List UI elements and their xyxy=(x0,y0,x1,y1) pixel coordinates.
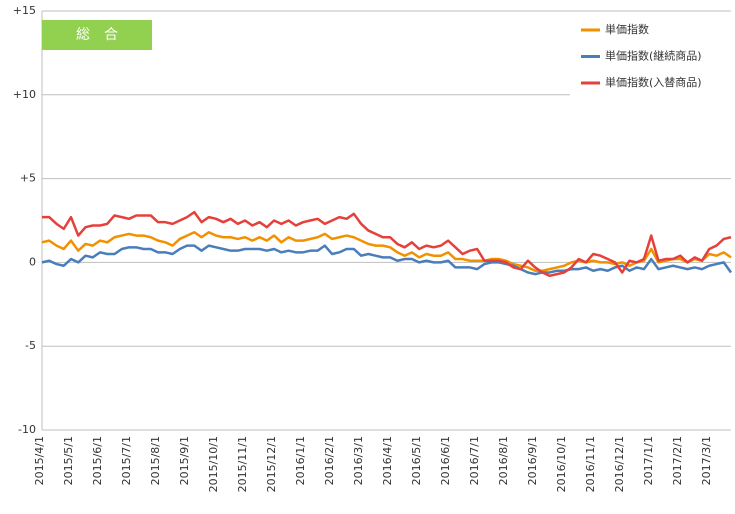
x-tick-label: 2017/3/1 xyxy=(700,436,713,485)
x-tick-label: 2016/9/1 xyxy=(526,436,539,485)
y-tick-label: 0 xyxy=(29,255,36,268)
x-tick-label: 2015/9/1 xyxy=(178,436,191,485)
x-tick-label: 2015/5/1 xyxy=(62,436,75,485)
x-tick-label: 2017/2/1 xyxy=(671,436,684,485)
x-tick-label: 2016/2/1 xyxy=(323,436,336,485)
legend-label: 単価指数(入替商品) xyxy=(605,75,702,89)
x-tick-label: 2017/1/1 xyxy=(642,436,655,485)
x-tick-label: 2016/12/1 xyxy=(613,436,626,492)
x-tick-label: 2016/10/1 xyxy=(555,436,568,492)
x-tick-label: 2015/4/1 xyxy=(33,436,46,485)
legend-label: 単価指数 xyxy=(605,22,649,36)
x-tick-label: 2016/7/1 xyxy=(468,436,481,485)
x-tick-label: 2016/6/1 xyxy=(439,436,452,485)
x-tick-label: 2016/11/1 xyxy=(584,436,597,492)
series-line xyxy=(41,244,733,276)
x-tick-label: 2016/4/1 xyxy=(381,436,394,485)
y-tick-label: +15 xyxy=(13,4,36,17)
x-tick-label: 2015/10/1 xyxy=(207,436,220,492)
chart-title: 総 合 xyxy=(76,27,118,43)
x-tick-label: 2016/5/1 xyxy=(410,436,423,485)
y-tick-label: +5 xyxy=(20,172,36,185)
y-tick-label: -5 xyxy=(25,339,36,352)
x-tick-label: 2016/8/1 xyxy=(497,436,510,485)
x-tick-label: 2015/7/1 xyxy=(120,436,133,485)
x-tick-label: 2015/6/1 xyxy=(91,436,104,485)
x-tick-label: 2015/8/1 xyxy=(149,436,162,485)
y-tick-label: +10 xyxy=(13,88,36,101)
series-line xyxy=(42,210,732,278)
y-tick-label: -10 xyxy=(18,423,36,436)
legend-label: 単価指数(継続商品) xyxy=(605,49,702,63)
x-tick-label: 2015/11/1 xyxy=(236,436,249,492)
x-tick-label: 2016/3/1 xyxy=(352,436,365,485)
x-tick-label: 2015/12/1 xyxy=(265,436,278,492)
title-box xyxy=(42,20,152,50)
x-tick-label: 2016/1/1 xyxy=(294,436,307,485)
